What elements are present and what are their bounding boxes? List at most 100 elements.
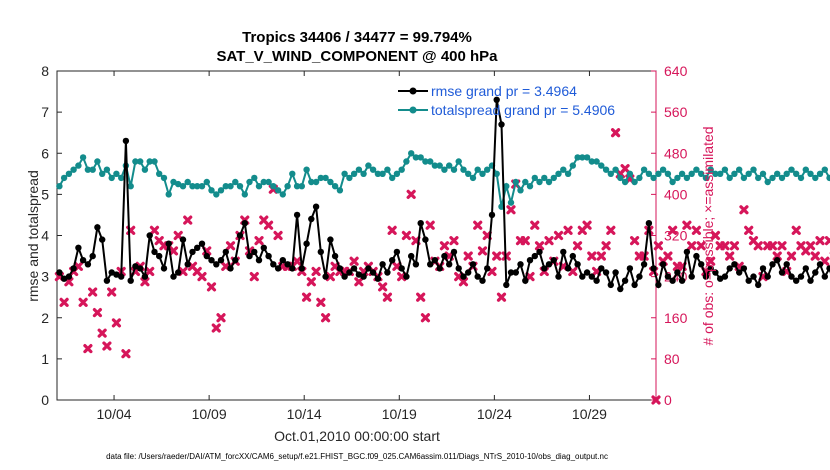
rmse-point	[384, 269, 391, 276]
rmse-point	[369, 269, 377, 276]
totalspread-point	[408, 150, 415, 157]
obs-marker	[59, 297, 69, 307]
y-right-tick-label: 0	[664, 392, 672, 408]
rmse-point	[122, 137, 130, 145]
rmse-point	[612, 269, 619, 276]
y-right-axis-label: # of obs: o=possible; ×=assimilated	[700, 126, 716, 345]
rmse-point	[778, 269, 786, 276]
obs-marker	[563, 225, 573, 235]
totalspread-point	[393, 170, 401, 177]
obs-marker	[729, 241, 740, 251]
totalspread-point	[816, 170, 824, 177]
rmse-point	[793, 277, 800, 284]
totalspread-point	[189, 183, 196, 190]
legend-rmse-marker	[409, 87, 417, 95]
rmse-point	[217, 257, 225, 264]
totalspread-point	[232, 178, 239, 186]
obs-marker	[316, 297, 326, 307]
rmse-point	[769, 261, 776, 268]
totalspread-point	[721, 166, 729, 173]
totalspread-point	[583, 154, 591, 161]
obs-marker	[553, 230, 564, 241]
totalspread-point	[531, 174, 538, 182]
totalspread-point	[246, 178, 253, 186]
rmse-point	[79, 257, 87, 264]
obs-marker	[601, 241, 611, 251]
totalspread-point	[793, 170, 800, 177]
totalspread-point	[621, 178, 629, 186]
obs-marker	[397, 272, 407, 282]
rmse-point	[788, 273, 795, 280]
rmse-point	[593, 277, 600, 284]
rmse-point	[664, 273, 672, 280]
totalspread-point	[113, 170, 120, 177]
rmse-point	[498, 121, 505, 128]
rmse-point	[774, 257, 781, 264]
totalspread-point	[103, 166, 111, 173]
rmse-point	[331, 252, 339, 260]
chart-subtitle: SAT_V_WIND_COMPONENT @ 400 hPa	[216, 48, 498, 65]
obs-marker	[477, 246, 488, 256]
totalspread-point	[317, 174, 324, 182]
legend-rmse-label: rmse grand pr = 3.4964	[431, 83, 577, 99]
rmse-point	[645, 220, 653, 227]
totalspread-point	[208, 187, 215, 194]
obs-marker	[663, 251, 673, 261]
totalspread-point	[241, 191, 248, 198]
obs-marker	[420, 313, 431, 323]
totalspread-point	[712, 170, 719, 177]
rmse-point	[541, 265, 548, 272]
totalspread-point	[270, 183, 277, 190]
obs-marker	[102, 341, 112, 351]
rmse-point	[222, 248, 229, 256]
totalspread-point	[374, 170, 382, 177]
rmse-point	[683, 248, 691, 256]
totalspread-point	[745, 170, 752, 177]
obs-marker	[682, 220, 692, 230]
rmse-point	[146, 232, 153, 239]
rmse-point	[531, 252, 538, 260]
obs-marker	[225, 241, 236, 251]
obs-marker	[530, 220, 540, 230]
y-left-tick-label: 2	[41, 310, 49, 326]
totalspread-point	[717, 170, 724, 177]
rmse-point	[469, 261, 477, 268]
rmse-point	[631, 281, 638, 289]
totalspread-point	[607, 170, 614, 177]
obs-marker	[620, 164, 630, 174]
rmse-point	[65, 273, 73, 280]
totalspread-point	[826, 174, 830, 182]
rmse-point	[251, 248, 258, 256]
totalspread-point	[602, 166, 610, 173]
rmse-point	[284, 261, 291, 268]
totalspread-point	[698, 170, 705, 177]
totalspread-point	[593, 158, 600, 165]
rmse-point	[759, 265, 767, 272]
totalspread-point	[655, 170, 662, 177]
rmse-point	[465, 269, 472, 276]
totalspread-point	[769, 174, 776, 182]
rmse-point	[374, 275, 382, 282]
rmse-point	[816, 261, 824, 268]
totalspread-point	[350, 170, 358, 177]
obs-marker	[111, 318, 122, 328]
obs-marker	[97, 328, 107, 338]
rmse-point	[227, 265, 234, 272]
rmse-point	[422, 236, 429, 243]
totalspread-point	[369, 166, 377, 173]
obs-marker	[149, 225, 160, 235]
totalspread-point	[455, 158, 462, 165]
obs-marker	[791, 225, 801, 235]
totalspread-point	[75, 162, 82, 169]
obs-marker	[463, 251, 473, 261]
obs-marker	[753, 241, 763, 251]
totalspread-point	[484, 166, 491, 173]
obs-marker	[520, 236, 530, 246]
totalspread-point	[108, 174, 115, 182]
obs-marker	[767, 241, 778, 251]
rmse-point	[674, 269, 681, 276]
obs-marker	[696, 241, 706, 251]
totalspread-point	[137, 158, 144, 165]
rmse-point	[132, 263, 139, 270]
